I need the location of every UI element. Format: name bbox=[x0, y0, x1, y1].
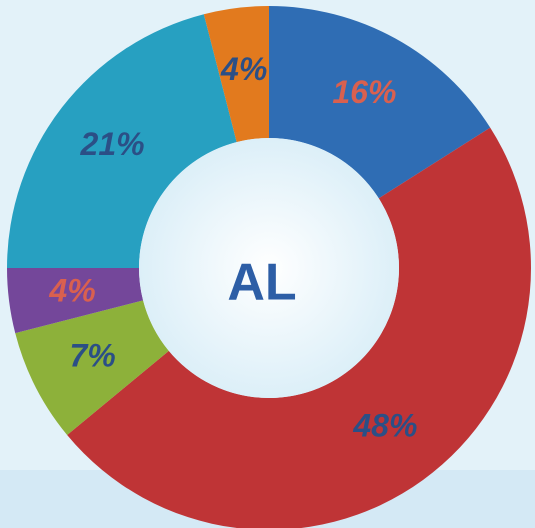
center-label: AL bbox=[227, 254, 296, 312]
data-label: 21% bbox=[80, 126, 145, 162]
slice bbox=[7, 14, 237, 268]
data-label: 4% bbox=[220, 51, 267, 87]
slice bbox=[6, 268, 144, 334]
donut-hole bbox=[139, 138, 399, 398]
slice bbox=[203, 6, 269, 143]
data-label: 7% bbox=[69, 337, 115, 373]
data-label: 4% bbox=[48, 272, 95, 308]
data-label: 16% bbox=[332, 74, 396, 110]
slice bbox=[67, 127, 531, 528]
slice bbox=[269, 6, 491, 199]
slice bbox=[15, 300, 169, 436]
data-label: 48% bbox=[352, 408, 417, 444]
